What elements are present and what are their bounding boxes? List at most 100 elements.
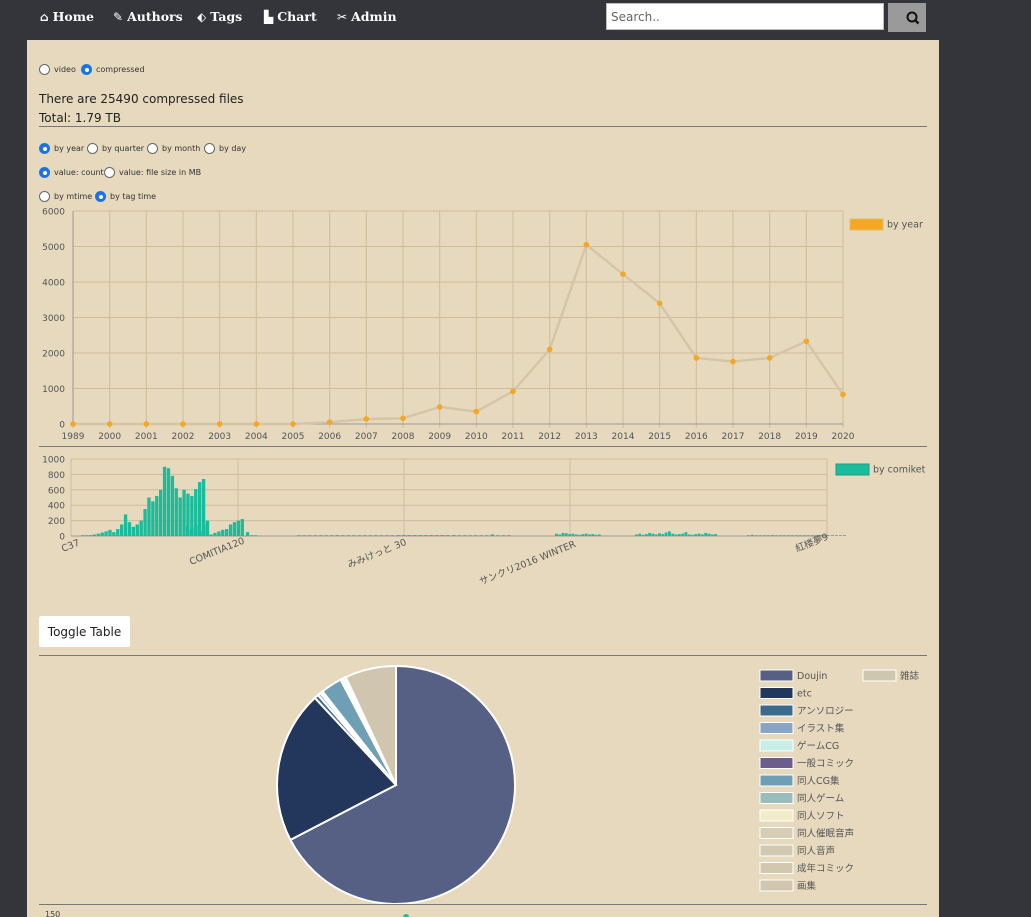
bar (147, 497, 151, 536)
radio-value-filesize[interactable]: value: file size in MB (104, 167, 201, 178)
radio-circle-checked (81, 64, 92, 75)
divider (39, 126, 927, 127)
bar (638, 533, 642, 536)
radio-value-filesize-label: value: file size in MB (119, 168, 202, 177)
bar (324, 535, 329, 536)
radio-circle-checked (39, 143, 50, 154)
radio-by-month[interactable]: by month (147, 143, 200, 154)
x-tick-label: 2004 (245, 432, 268, 442)
legend-label-by-comiket: by comiket (873, 465, 926, 476)
bar (363, 535, 367, 536)
bar (571, 533, 575, 536)
bar (684, 532, 688, 536)
x-tick-label: 2017 (722, 432, 745, 442)
y-tick-label: 5000 (42, 243, 65, 253)
bar (843, 535, 846, 536)
nav-tags-label: Tags (210, 9, 243, 24)
nav-admin[interactable]: ✂ Admin (337, 9, 397, 24)
file-count-text: There are 25490 compressed files (39, 92, 244, 106)
bar (468, 535, 473, 536)
data-point (656, 300, 663, 307)
radio-compressed-label: compressed (96, 65, 145, 74)
bar (319, 535, 323, 536)
bar (588, 534, 591, 536)
legend-swatch (759, 739, 794, 752)
radio-value-count[interactable]: value: count (39, 167, 104, 178)
data-point (510, 388, 516, 395)
bar (190, 495, 194, 536)
bar (490, 534, 495, 536)
yearly-line-chart: 0 1000 2000 3000 4000 5000 6000 1989 2000 2001 200… (42, 208, 923, 443)
divider (39, 904, 927, 905)
legend-swatch (862, 669, 897, 682)
radio-by-tagtime[interactable]: by tag time (95, 191, 156, 202)
radio-by-year-label: by year (54, 144, 85, 153)
x-tick-label: 2013 (575, 432, 598, 442)
data-point (766, 355, 773, 361)
bar (81, 535, 85, 536)
bar (651, 533, 655, 536)
nav-home[interactable]: ⌂ Home (40, 9, 94, 24)
total-size-text: Total: 1.79 TB (39, 111, 121, 125)
data-point (620, 271, 626, 277)
bar (112, 532, 116, 536)
bar (584, 533, 588, 536)
toggle-table-button[interactable]: Toggle Table (39, 616, 130, 647)
x-tick-label: みみけっと 30 (346, 537, 408, 571)
legend-label: 一般コミック (797, 758, 854, 770)
radio-by-day-label: by day (219, 144, 247, 153)
radio-by-year[interactable]: by year (39, 143, 84, 154)
search-input[interactable] (606, 3, 884, 30)
pie-slice (276, 696, 398, 842)
bar (644, 534, 648, 536)
bar (174, 488, 178, 536)
bar (390, 535, 395, 536)
bar (779, 535, 782, 536)
bar (84, 535, 89, 536)
bar (123, 514, 128, 536)
bar (658, 533, 661, 536)
legend-swatch (759, 774, 794, 787)
radio-by-day[interactable]: by day (204, 143, 246, 154)
nav-tags[interactable]: ⬖ Tags (197, 9, 242, 24)
bar (597, 534, 601, 536)
bar (501, 535, 506, 536)
radio-compressed[interactable]: compressed (81, 64, 145, 75)
radio-by-mtime-label: by mtime (54, 192, 93, 201)
bar (668, 531, 671, 536)
bar (591, 534, 595, 536)
radio-video[interactable]: video (39, 64, 76, 75)
bar (408, 535, 412, 536)
nav-authors[interactable]: ✎ Authors (113, 9, 183, 24)
y-tick-label: 400 (48, 502, 65, 512)
data-point (70, 421, 76, 427)
bar (441, 535, 445, 536)
legend-label: アンソロジー (797, 706, 854, 717)
bar (297, 535, 301, 536)
legend-label: 同人音声 (797, 845, 835, 857)
search-button[interactable] (888, 3, 926, 32)
data-point (143, 421, 150, 427)
bottom-chart-point (403, 914, 409, 917)
nav-chart[interactable]: ▙ Chart (264, 9, 317, 24)
radio-by-quarter-label: by quarter (102, 144, 145, 153)
radio-by-quarter[interactable]: by quarter (87, 143, 144, 154)
bar (430, 535, 434, 536)
legend-label: Doujin (797, 671, 827, 682)
tags-icon: ⬖ (197, 10, 207, 24)
bar (186, 493, 190, 536)
x-tick-label: 2003 (208, 432, 231, 442)
bar (594, 534, 598, 536)
data-point (290, 421, 296, 427)
bar (159, 489, 163, 536)
radio-by-mtime[interactable]: by mtime (39, 191, 92, 202)
bar (155, 495, 159, 536)
bar (96, 533, 100, 536)
bar (767, 535, 770, 536)
legend-label: 成年コミック (797, 863, 854, 875)
bar (714, 534, 718, 536)
y-tick-label: 3000 (42, 314, 65, 324)
bar (479, 535, 484, 536)
bar (671, 533, 675, 536)
